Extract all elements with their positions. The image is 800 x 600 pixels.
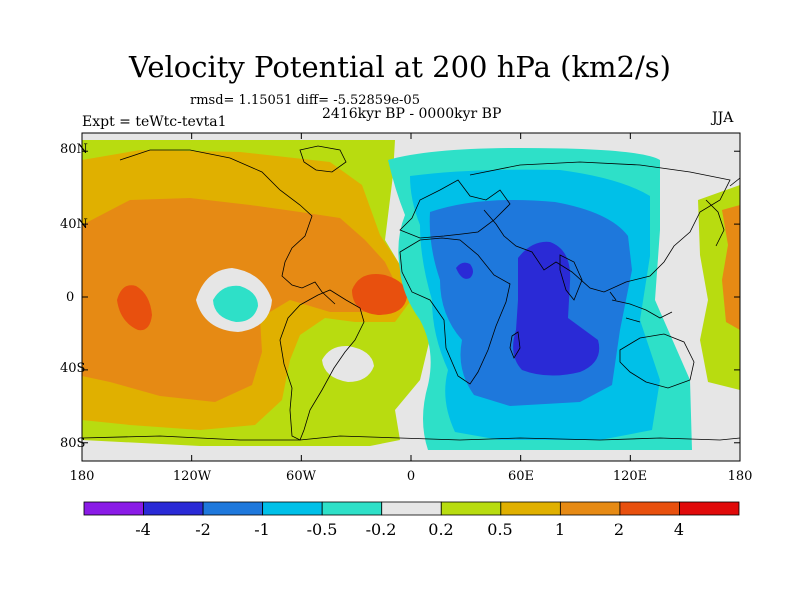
coast-africa xyxy=(399,237,511,385)
ytick-label: 80N xyxy=(60,142,88,157)
axis-ticks xyxy=(81,133,741,461)
coast-south-america xyxy=(279,289,365,441)
colorbar-box xyxy=(143,501,204,516)
contour-neg-2 xyxy=(513,241,600,376)
contour-pos-1-east xyxy=(722,205,740,330)
xtick-label: 120W xyxy=(172,469,212,484)
contour-pos-2-west xyxy=(117,285,152,331)
coast-india xyxy=(559,254,583,301)
colorbar-box xyxy=(83,501,144,516)
colorbar-label: -0.2 xyxy=(365,520,397,539)
period-label: 2416kyr BP - 0000kyr BP xyxy=(322,106,502,122)
colorbar-label: 4 xyxy=(673,520,685,539)
season-label: JJA xyxy=(712,110,734,126)
xtick-label: 60E xyxy=(507,469,535,484)
colorbar-label: -1 xyxy=(254,520,270,539)
colorbar-label: 1 xyxy=(554,520,566,539)
contour-field xyxy=(82,133,740,461)
contour-neg-2-small xyxy=(456,262,473,279)
coast-europe xyxy=(399,179,511,239)
map-title: Velocity Potential at 200 hPa (km2/s) xyxy=(129,50,671,84)
ytick-label: 40N xyxy=(60,217,88,232)
xtick-label: 120E xyxy=(612,469,648,484)
ytick-label: 0 xyxy=(66,290,75,305)
colorbar xyxy=(83,501,740,516)
colorbar-box xyxy=(619,501,680,516)
contour-neg-0.2-pocket xyxy=(213,285,258,322)
colorbar-box xyxy=(321,501,383,516)
colorbar-label: 2 xyxy=(613,520,625,539)
xtick-label: 0 xyxy=(406,469,416,484)
colorbar-box xyxy=(500,501,561,516)
colorbar-label: -2 xyxy=(195,520,211,539)
coast-asia xyxy=(469,161,731,293)
ytick-label: 80S xyxy=(60,436,86,451)
xtick-label: 60W xyxy=(286,469,316,484)
contour-pos-2-east xyxy=(352,274,408,315)
coastlines xyxy=(82,145,740,441)
colorbar-box xyxy=(381,501,442,516)
coast-antarctica xyxy=(82,435,740,441)
colorbar-box xyxy=(440,501,502,516)
colorbar-box xyxy=(679,501,740,516)
ytick-label: 40S xyxy=(60,361,86,376)
colorbar-label: -0.5 xyxy=(306,520,338,539)
contour-zero-pocket-b xyxy=(322,345,374,382)
coast-greenland xyxy=(299,145,347,173)
coast-australia xyxy=(619,333,695,389)
coast-east-asia-edge xyxy=(705,177,740,247)
colorbar-box xyxy=(202,501,264,516)
xtick-label: 180 xyxy=(69,469,95,484)
experiment-label: Expt = teWtc-tevta1 xyxy=(82,114,227,130)
colorbar-label: 0.2 xyxy=(428,520,454,539)
coast-madagascar xyxy=(509,331,521,359)
xtick-label: 180 xyxy=(727,469,753,484)
stats-line: rmsd= 1.15051 diff= -5.52859e-05 xyxy=(190,93,420,108)
colorbar-box xyxy=(559,501,621,516)
colorbar-label: 0.5 xyxy=(487,520,513,539)
colorbar-box xyxy=(262,501,323,516)
colorbar-label: -4 xyxy=(135,520,151,539)
coast-north-america xyxy=(119,149,336,305)
coast-se-asia-islands xyxy=(609,291,673,323)
